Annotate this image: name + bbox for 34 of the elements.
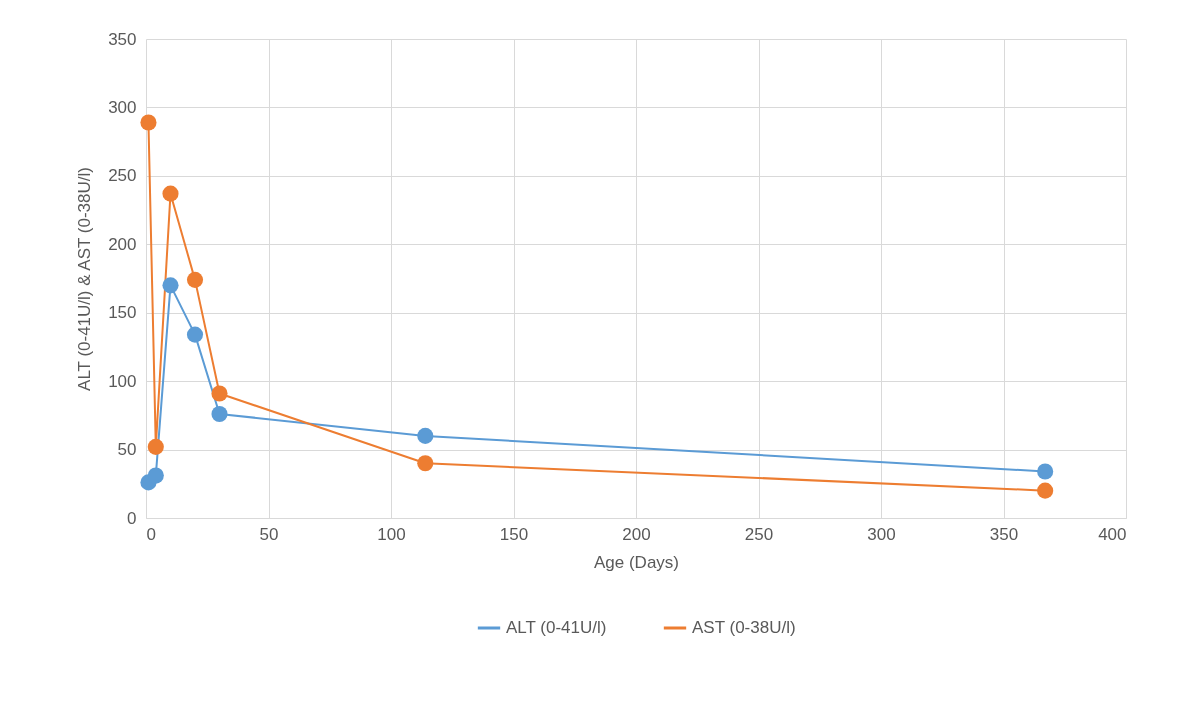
point [1037,463,1054,480]
point [140,114,157,131]
point [417,427,434,444]
point [417,455,434,472]
legend-label: ALT (0-41U/l) [506,618,607,637]
legend-label: AST (0-38U/l) [692,618,796,637]
y-tick-label: 100 [108,371,137,391]
y-tick-label: 300 [108,97,137,117]
point [211,405,228,423]
x-tick-label: 300 [867,524,896,544]
point [186,326,204,343]
y-tick-label: 250 [108,166,137,186]
x-tick-label: 150 [499,524,529,544]
x-tick-label: 250 [744,524,774,544]
x-axis-title: Age (Days) [593,552,680,572]
point [211,385,228,402]
x-tick-label: 50 [259,524,279,544]
y-axis-title: ALT (0-41U/l) & AST (0-38U/l) [75,167,95,391]
point [162,277,179,294]
y-tick-label: 150 [108,303,137,323]
point [186,271,204,288]
x-tick-label: 200 [622,524,651,544]
x-tick-label: 100 [377,524,406,544]
point [162,185,179,202]
x-tick-label: 400 [1098,524,1127,544]
point [1037,482,1054,499]
x-tick-label: 350 [989,524,1019,544]
y-tick-label: 50 [117,440,137,460]
y-tick-label: 0 [127,508,137,528]
x-tick-label: 0 [146,524,156,544]
y-tick-label: 200 [108,234,137,254]
point [147,467,164,484]
y-tick-label: 350 [108,29,137,49]
point [147,438,164,455]
